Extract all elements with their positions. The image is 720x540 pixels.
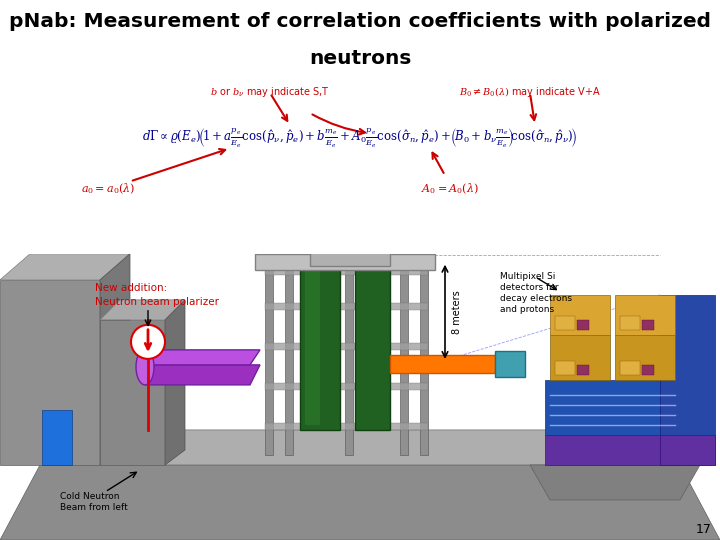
Bar (545, 435, 680, 465)
Bar (420, 255, 428, 455)
Text: Multipixel Si
detectors for
decay electrons
and protons: Multipixel Si detectors for decay electr… (500, 272, 572, 314)
Polygon shape (355, 260, 390, 430)
Bar (265, 303, 428, 310)
Text: $b$ or $b_\nu$ may indicate S,T: $b$ or $b_\nu$ may indicate S,T (210, 85, 330, 99)
Bar (495, 351, 525, 377)
Bar (390, 355, 495, 373)
Text: $A_0 = A_0(\lambda)$: $A_0 = A_0(\lambda)$ (421, 181, 479, 196)
Bar (577, 365, 589, 375)
Polygon shape (100, 254, 130, 465)
Polygon shape (165, 300, 185, 465)
Bar (555, 316, 575, 330)
Bar (615, 295, 675, 335)
Text: neutrons: neutrons (309, 49, 411, 68)
Polygon shape (100, 300, 185, 320)
Bar (660, 435, 715, 465)
Bar (620, 316, 640, 330)
Ellipse shape (136, 349, 154, 385)
Text: 17: 17 (696, 523, 712, 536)
Bar (285, 255, 293, 455)
Bar (265, 343, 428, 350)
Bar (545, 380, 680, 435)
Bar (660, 295, 715, 465)
Text: 8 meters: 8 meters (452, 290, 462, 334)
Bar (400, 255, 408, 455)
Polygon shape (530, 465, 700, 500)
Bar (615, 335, 675, 380)
Text: $B_0 \neq B_0(\lambda)$ may indicate V+A: $B_0 \neq B_0(\lambda)$ may indicate V+A (459, 85, 601, 99)
Bar (265, 255, 273, 455)
Text: Cold Neutron
Beam from left: Cold Neutron Beam from left (60, 491, 127, 512)
Text: pNab: Measurement of correlation coefficients with polarized: pNab: Measurement of correlation coeffic… (9, 12, 711, 31)
Bar (555, 361, 575, 375)
Polygon shape (0, 465, 720, 540)
Polygon shape (305, 265, 320, 425)
Bar (550, 335, 610, 380)
Text: $a_0 = a_0(\lambda)$: $a_0 = a_0(\lambda)$ (81, 181, 135, 196)
Polygon shape (145, 350, 260, 365)
Bar (642, 365, 654, 375)
Bar (265, 383, 428, 390)
Bar (265, 423, 428, 430)
Bar (265, 268, 428, 275)
Polygon shape (100, 320, 165, 465)
Bar (255, 254, 435, 270)
Polygon shape (0, 254, 130, 280)
Bar (310, 241, 390, 266)
Bar (345, 255, 353, 455)
Polygon shape (145, 365, 260, 385)
Polygon shape (42, 410, 72, 465)
Polygon shape (40, 430, 680, 465)
Polygon shape (300, 260, 340, 430)
Circle shape (131, 325, 165, 359)
Bar (577, 320, 589, 330)
Text: New addition:
Neutron beam polarizer: New addition: Neutron beam polarizer (95, 283, 219, 307)
Text: $d\Gamma \propto \varrho(E_e)\!\left(\!1 + a\frac{p_e}{E_e}\cos(\hat{p}_\nu,\hat: $d\Gamma \propto \varrho(E_e)\!\left(\!1… (143, 127, 577, 150)
Bar (642, 320, 654, 330)
Bar (620, 361, 640, 375)
Bar (550, 295, 610, 335)
Polygon shape (0, 280, 100, 465)
